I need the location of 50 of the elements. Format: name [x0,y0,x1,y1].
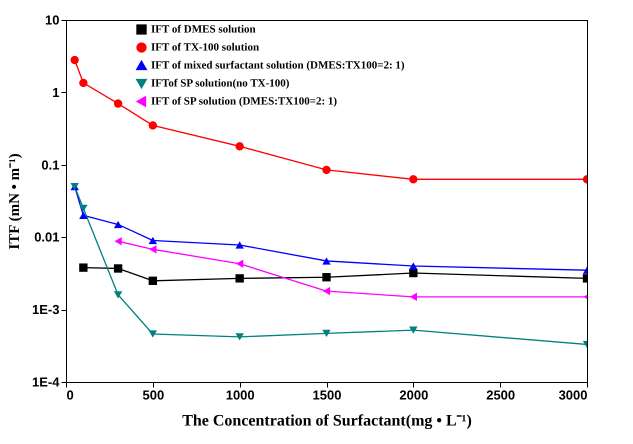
point [79,78,88,88]
point [79,212,88,220]
legend-label: IFT of TX-100 solution [151,42,260,54]
point [114,264,122,273]
point [409,175,418,184]
point [148,330,158,338]
point [148,276,158,285]
point [70,56,79,64]
y-tick-label: 1E-3 [32,302,60,318]
point [409,268,418,278]
x-tick-label: 2500 [486,388,516,402]
point [235,142,244,150]
point [114,237,122,246]
point [322,286,330,296]
y-axis-title: ITF (mN • m⁻¹) [7,153,24,250]
point [322,257,331,265]
point [322,330,331,337]
legend-label: IFT of DMES solution [151,24,256,36]
x-tick-label: 500 [142,388,164,402]
x-tick-label: 1500 [312,388,342,402]
point [322,166,331,174]
x-tick-label: 0 [66,388,74,402]
x-tick-label: 1000 [226,388,255,402]
point [235,274,244,283]
point [322,273,331,282]
legend-label: IFT of SP solution (DMES:TX100=2: 1) [151,96,338,108]
point [114,99,122,108]
y-tick-label: 1 [52,84,60,100]
point [235,333,244,340]
legend-label: IFTof SP solution(no TX-100) [151,78,290,90]
x-tick-label: 3000 [558,388,588,402]
x-axis-title: The Concentration of Surfactant(mg • L⁻¹) [182,412,472,430]
y-tick-label: 0.01 [34,230,60,245]
point [410,292,417,302]
point [114,220,122,228]
point [79,263,88,272]
point [148,121,158,130]
x-tick-label: 2000 [399,388,428,402]
y-tick-label: 1E-4 [32,374,60,390]
legend-label: IFT of mixed surfactant solution (DMES:TX100=2: 1) [151,60,405,72]
point [114,291,122,298]
point [235,241,244,249]
point [79,204,88,212]
point [236,260,244,268]
y-tick-label: 10 [45,12,60,28]
point [409,262,418,270]
point [149,245,156,254]
point [148,236,158,244]
point [409,326,418,334]
y-tick-label: 0.1 [41,157,60,172]
